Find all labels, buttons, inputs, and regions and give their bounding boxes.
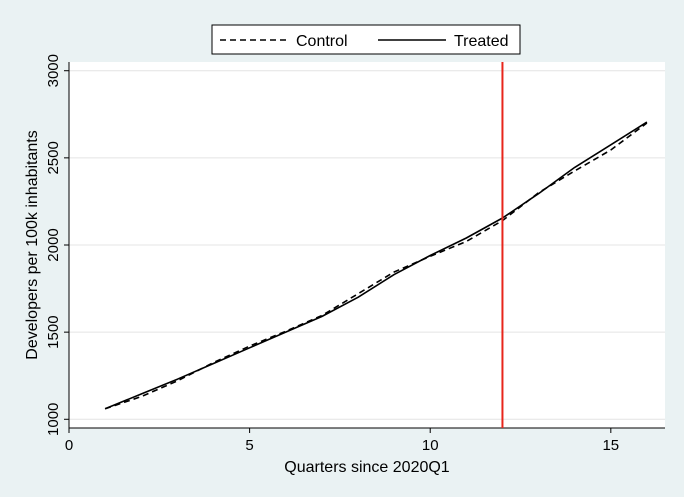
x-axis-ticks: 0 5 10 15 — [65, 428, 619, 454]
series-lines — [104, 121, 648, 410]
x-tick-label-5: 5 — [245, 437, 253, 454]
x-tick-label-10: 10 — [422, 437, 439, 454]
legend-label-control: Control — [296, 33, 348, 50]
series-line-treated — [104, 121, 648, 410]
x-axis-title: Quarters since 2020Q1 — [284, 459, 450, 476]
legend: Control Treated — [211, 24, 521, 55]
x-tick-label-15: 15 — [602, 437, 619, 454]
y-tick-label-2000: 2000 — [45, 228, 62, 261]
x-tick-label-0: 0 — [65, 437, 73, 454]
y-tick-label-2500: 2500 — [45, 141, 62, 174]
gridlines — [69, 70, 665, 420]
y-tick-label-3000: 3000 — [45, 54, 62, 87]
y-axis-title: Developers per 100k inhabitants — [24, 130, 41, 359]
y-axis-ticks: 1000 1500 2000 2500 3000 — [45, 54, 69, 436]
legend-label-treated: Treated — [454, 33, 509, 50]
y-tick-label-1500: 1500 — [45, 315, 62, 348]
y-tick-label-1000: 1000 — [45, 403, 62, 436]
